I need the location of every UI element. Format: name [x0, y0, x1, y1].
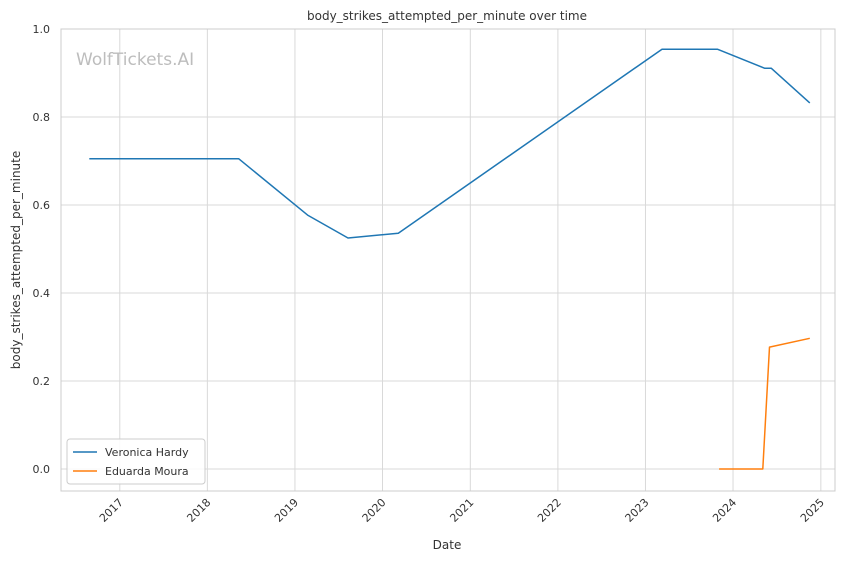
tick-labels: 0.0 0.2 0.4 0.6 0.8 1.0 2017 2018 2019 2020 2021 20… [33, 23, 827, 525]
plot-frame [60, 28, 836, 492]
y-tick-label: 0.2 [33, 375, 51, 388]
legend-label: Veronica Hardy [105, 446, 189, 459]
legend: Veronica Hardy Eduarda Moura [66, 438, 206, 485]
series-line-0 [89, 48, 811, 239]
x-tick-label: 2020 [360, 496, 389, 525]
y-tick-label: 0.0 [33, 463, 51, 476]
legend-box [66, 438, 206, 485]
x-tick-label: 2018 [184, 496, 213, 525]
x-tick-label: 2024 [710, 496, 739, 525]
y-tick-label: 0.8 [33, 111, 51, 124]
legend-label: Eduarda Moura [105, 465, 189, 478]
y-tick-label: 0.6 [33, 199, 51, 212]
x-tick-label: 2022 [535, 496, 564, 525]
x-tick-label: 2025 [798, 496, 827, 525]
x-tick-label: 2023 [623, 496, 652, 525]
x-tick-label: 2021 [447, 496, 476, 525]
x-tick-label: 2019 [272, 496, 301, 525]
chart-title: body_strikes_attempted_per_minute over t… [307, 9, 587, 23]
series-lines [89, 48, 811, 470]
x-axis-label: Date [433, 538, 462, 552]
y-tick-label: 0.4 [33, 287, 51, 300]
y-tick-label: 1.0 [33, 23, 51, 36]
watermark: WolfTickets.AI [76, 50, 194, 70]
y-axis-label: body_strikes_attempted_per_minute [9, 151, 23, 369]
plot-background [61, 29, 835, 491]
x-tick-label: 2017 [97, 496, 126, 525]
series-line-1 [719, 337, 810, 470]
